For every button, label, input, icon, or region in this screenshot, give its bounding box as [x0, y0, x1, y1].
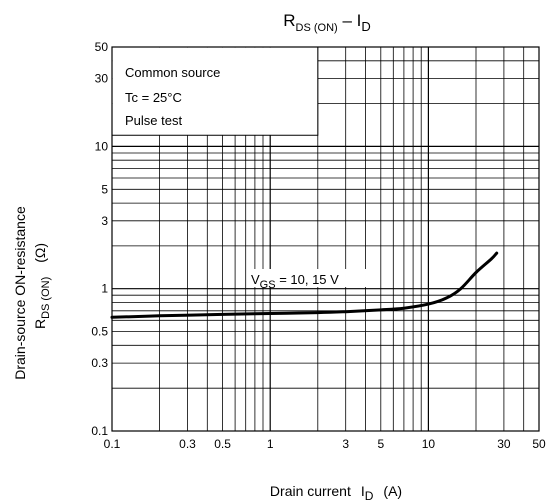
condition-line-3: Pulse test [125, 113, 182, 128]
y-tick-label: 1 [101, 282, 108, 296]
condition-line-2: Tc = 25°C [125, 90, 182, 105]
y-tick-label: 50 [95, 40, 109, 54]
y-axis-label-line1: Drain-source ON-resistance [12, 206, 28, 380]
y-tick-label: 0.1 [91, 424, 108, 438]
plot-frame [111, 46, 540, 432]
x-tick-label: 0.5 [214, 437, 231, 451]
y-tick-label: 10 [95, 139, 109, 153]
y-tick-label: 30 [95, 72, 109, 86]
x-tick-labels: 0.1 0.3 0.5 1 3 5 10 30 50 [104, 437, 546, 451]
chart-title: RDS (ON) – ID [283, 11, 370, 34]
x-tick-label: 1 [267, 437, 274, 451]
x-tick-label: 0.3 [179, 437, 196, 451]
conditions-box: Common source Tc = 25°C Pulse test [112, 47, 319, 136]
series-label-bg [247, 269, 375, 287]
x-axis-label: Drain current ID (A) [270, 483, 402, 502]
y-tick-label: 0.5 [91, 325, 108, 339]
y-tick-label: 3 [101, 214, 108, 228]
y-axis-label-line2: RDS (ON)(Ω) [32, 243, 52, 329]
x-tick-label: 5 [377, 437, 384, 451]
conditions-box-border [112, 47, 319, 136]
series-vgs-curve [110, 251, 499, 319]
x-tick-label: 0.1 [104, 437, 121, 451]
x-tick-label: 30 [497, 437, 511, 451]
y-tick-labels: 0.1 0.3 0.5 1 3 5 10 30 50 [91, 40, 108, 438]
y-tick-label: 5 [101, 182, 108, 196]
conditions-box-bg [112, 47, 318, 136]
x-tick-label: 3 [342, 437, 349, 451]
x-tick-label: 50 [532, 437, 546, 451]
condition-line-1: Common source [125, 65, 220, 80]
y-tick-label: 0.3 [91, 356, 108, 370]
series-label: VGS = 10, 15 V [251, 272, 339, 291]
x-tick-label: 10 [422, 437, 436, 451]
